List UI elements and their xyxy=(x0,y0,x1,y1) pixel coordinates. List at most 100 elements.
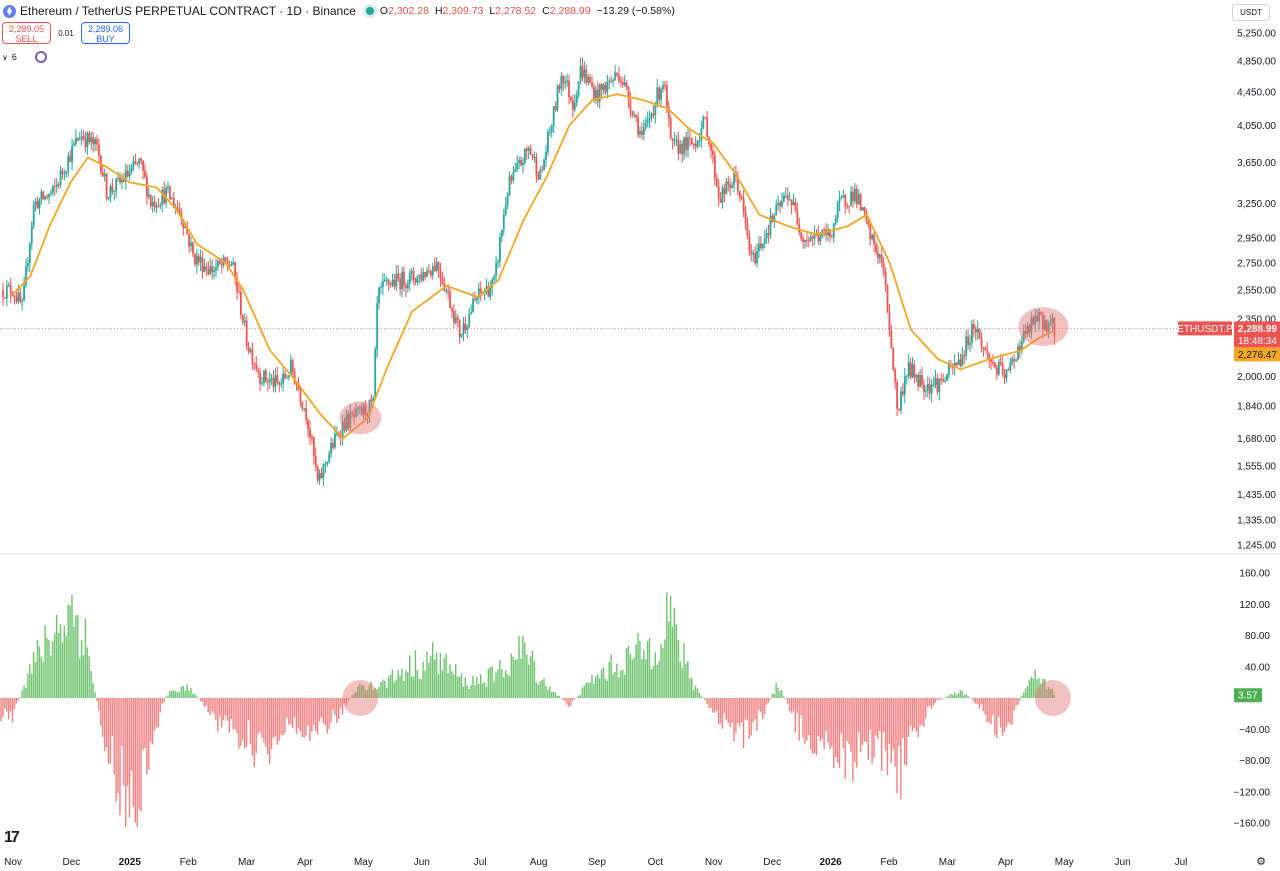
candle-body xyxy=(873,234,875,245)
histogram-bar xyxy=(257,698,259,735)
histogram-bar xyxy=(932,698,935,705)
histogram-bar xyxy=(378,686,380,698)
candle-body xyxy=(541,169,544,171)
buy-button[interactable]: 2,289.06 BUY xyxy=(81,22,130,44)
histogram-bar xyxy=(635,644,637,698)
histogram-bar xyxy=(1007,698,1010,723)
candle-body xyxy=(278,381,281,385)
histogram-bar xyxy=(63,625,66,698)
candle-body xyxy=(761,243,764,248)
histogram-bar xyxy=(570,698,572,706)
histogram-bar xyxy=(148,698,150,770)
histogram-bar xyxy=(247,698,250,721)
candle-body xyxy=(253,363,256,365)
histogram-bar xyxy=(581,687,584,698)
candle-body xyxy=(349,412,352,428)
histogram-bar xyxy=(48,640,50,698)
histogram-bar xyxy=(919,698,921,727)
histogram-bar xyxy=(1022,692,1025,698)
candle-body xyxy=(508,176,511,195)
x-tick-label: Apr xyxy=(998,857,1014,868)
candle-body xyxy=(971,323,973,343)
candle-body xyxy=(142,160,144,171)
candle-body xyxy=(439,270,442,279)
histogram-bar xyxy=(430,655,432,698)
candle-body xyxy=(1036,315,1039,322)
sell-button[interactable]: 2,289.05 SELL xyxy=(2,22,51,44)
histogram-bar xyxy=(677,639,679,698)
gear-icon[interactable]: ⚙ xyxy=(1256,856,1266,868)
histogram-bar xyxy=(59,624,62,698)
histogram-bar xyxy=(418,678,420,698)
chevron-down-icon[interactable]: ∨ xyxy=(2,52,8,62)
histogram-bar xyxy=(100,698,102,726)
candle-body xyxy=(911,364,914,378)
histogram-bar xyxy=(587,682,589,698)
histogram-bar xyxy=(712,698,714,713)
tradingview-logo-icon[interactable]: 17 xyxy=(4,829,20,846)
histogram-bar xyxy=(526,654,528,698)
currency-selector[interactable]: USDT xyxy=(1232,4,1270,21)
candle-body xyxy=(571,100,574,110)
histogram-bar xyxy=(253,698,255,767)
ma-value-tag-text: 2,276.47 xyxy=(1238,350,1277,361)
candle-body xyxy=(765,233,768,239)
histogram-bar xyxy=(199,698,202,702)
candle-body xyxy=(928,383,931,394)
candle-body xyxy=(967,336,969,345)
candle-body xyxy=(447,290,450,293)
candle-body xyxy=(545,151,547,160)
candle-body xyxy=(692,144,695,146)
histogram-bar xyxy=(330,698,332,723)
candle-body xyxy=(898,408,900,411)
candle-body xyxy=(34,201,37,205)
indicator-cycle-icon[interactable] xyxy=(34,51,47,63)
candle-body xyxy=(514,169,517,172)
histogram-bar xyxy=(69,605,71,698)
histogram-bar xyxy=(1049,689,1052,698)
histogram-bar xyxy=(961,691,963,698)
candle-body xyxy=(796,210,799,224)
histogram-bar xyxy=(54,633,56,698)
candle-body xyxy=(704,117,707,119)
ohlc-open: O2,302.28 xyxy=(379,5,429,17)
x-tick-label: May xyxy=(1055,857,1074,868)
histogram-bar xyxy=(967,696,969,698)
candle-body xyxy=(594,89,597,100)
candle-body xyxy=(804,239,806,242)
candle-body xyxy=(48,193,50,198)
candle-body xyxy=(215,266,217,271)
buy-price: 2,289.06 xyxy=(87,24,124,34)
histogram-bar xyxy=(460,673,463,698)
candle-body xyxy=(853,188,856,202)
histogram-bar xyxy=(733,698,735,742)
candle-body xyxy=(654,104,657,116)
candle-body xyxy=(619,80,622,82)
candle-body xyxy=(667,106,670,119)
symbol-title[interactable]: Ethereum / TetherUS PERPETUAL CONTRACT ·… xyxy=(20,4,356,18)
histogram-bar xyxy=(606,680,609,698)
candle-body xyxy=(829,229,831,237)
histogram-bar xyxy=(125,698,127,827)
candle-body xyxy=(836,202,839,219)
osc-value-tag-text: 3.57 xyxy=(1238,691,1258,702)
indicator-toggle[interactable]: ∨ 6 xyxy=(2,51,47,63)
x-tick-label: 2025 xyxy=(119,857,142,868)
candle-body xyxy=(1013,358,1016,361)
histogram-bar xyxy=(641,659,643,698)
candle-body xyxy=(877,251,879,259)
histogram-bar xyxy=(593,684,595,698)
candle-body xyxy=(195,255,198,265)
histogram-bar xyxy=(326,698,328,734)
candle-body xyxy=(357,407,359,409)
candle-body xyxy=(422,271,425,281)
candle-body xyxy=(961,354,964,366)
candle-body xyxy=(460,333,463,337)
candle-body xyxy=(351,412,354,415)
histogram-bar xyxy=(978,698,981,709)
histogram-bar xyxy=(823,698,825,750)
candle-body xyxy=(871,234,874,240)
histogram-bar xyxy=(1009,698,1011,725)
candle-body xyxy=(228,265,231,267)
